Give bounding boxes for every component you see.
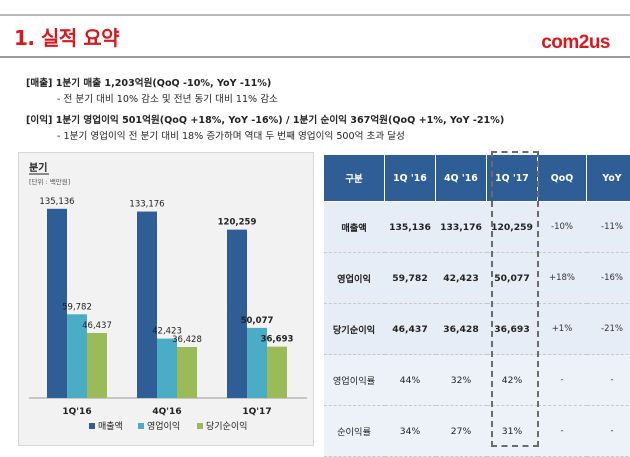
table-header-cell: 4Q '16 (436, 155, 487, 202)
table-cell: - (587, 406, 630, 457)
quarterly-chart-panel: 분기 [단위 : 백만원] 135,136 59,782 46,437 1Q'16 133,… (18, 152, 314, 446)
row-label: 매출액 (324, 202, 385, 253)
table-cell: 135,136 (385, 202, 436, 253)
bar-매출액-4Q'16 (137, 212, 157, 398)
legend-label-당기순이익: 당기순이익 (206, 420, 247, 432)
table-cell: -10% (538, 202, 587, 253)
data-label-영업이익-1Q'16: 59,782 (62, 302, 92, 312)
summary-section: [매출] 1분기 매출 1,203억원(QoQ -10%, YoY -11%) … (26, 76, 616, 150)
table-cell: 59,782 (385, 253, 436, 304)
quarterly-bar-chart: 분기 [단위 : 백만원] 135,136 59,782 46,437 1Q'16 133,… (19, 153, 315, 447)
revenue-summary-detail: - 전 분기 대비 10% 감소 및 전년 동기 대비 11% 감소 (26, 92, 616, 108)
table-header-cell: QoQ (538, 155, 587, 202)
data-label-당기순이익-1Q'16: 46,437 (82, 321, 112, 331)
legend-swatch-매출액 (89, 423, 95, 429)
data-label-매출액-4Q'16: 133,176 (129, 200, 164, 210)
legend-label-매출액: 매출액 (98, 420, 123, 432)
profit-summary-detail: - 1분기 영업이익 전 분기 대비 18% 증가하며 역대 두 번째 영업이익… (26, 129, 616, 145)
bar-당기순이익-1Q'17 (267, 347, 287, 398)
table-cell: 27% (436, 406, 487, 457)
row-label: 영업이익 (324, 253, 385, 304)
chart-title: 분기 (29, 161, 47, 174)
row-label: 순이익률 (324, 406, 385, 457)
table-cell: 120,259 (487, 202, 538, 253)
revenue-summary-heading: [매출] 1분기 매출 1,203억원(QoQ -10%, YoY -11%) (26, 76, 616, 92)
data-label-매출액-1Q'16: 135,136 (39, 197, 74, 207)
row-label: 영업이익률 (324, 355, 385, 406)
table-cell: 42,423 (436, 253, 487, 304)
x-tick-label: 1Q'16 (62, 407, 91, 417)
row-label: 당기순이익 (324, 304, 385, 355)
data-label-매출액-1Q'17: 120,259 (218, 218, 257, 228)
profit-summary-heading: [이익] 1분기 영업이익 501억원(QoQ +18%, YoY -16%) … (26, 113, 616, 129)
table-cell: 42% (487, 355, 538, 406)
company-logo: com2us (541, 32, 610, 54)
table-cell: 32% (436, 355, 487, 406)
bar-매출액-1Q'17 (227, 230, 247, 398)
table-cell: 50,077 (487, 253, 538, 304)
table-cell: +1% (538, 304, 587, 355)
table-cell: -11% (587, 202, 630, 253)
table-header-cell: YoY (587, 155, 630, 202)
data-label-영업이익-1Q'17: 50,077 (241, 316, 274, 326)
table-cell: -21% (587, 304, 630, 355)
chart-unit-label: [단위 : 백만원] (29, 177, 70, 186)
bar-영업이익-4Q'16 (157, 339, 177, 398)
bar-당기순이익-4Q'16 (177, 347, 197, 398)
table-cell: - (538, 406, 587, 457)
table-header-cell: 구분 (324, 155, 385, 202)
table-cell: 36,428 (436, 304, 487, 355)
table-cell: -16% (587, 253, 630, 304)
table-header-cell: 1Q '17 (487, 155, 538, 202)
table-cell: - (538, 355, 587, 406)
page-title: 1. 실적 요약 (14, 22, 119, 51)
table-cell: +18% (538, 253, 587, 304)
data-label-당기순이익-4Q'16: 36,428 (172, 335, 202, 345)
table-cell: 46,437 (385, 304, 436, 355)
x-tick-label: 4Q'16 (152, 407, 181, 417)
legend-label-영업이익: 영업이익 (147, 420, 180, 432)
table-header-cell: 1Q '16 (385, 155, 436, 202)
x-tick-label: 1Q'17 (242, 407, 271, 417)
table-cell: 34% (385, 406, 436, 457)
table-cell: - (587, 355, 630, 406)
table-cell: 44% (385, 355, 436, 406)
table-cell: 36,693 (487, 304, 538, 355)
table-cell: 133,176 (436, 202, 487, 253)
data-label-당기순이익-1Q'17: 36,693 (261, 335, 294, 345)
title-divider (0, 56, 630, 58)
legend-swatch-당기순이익 (197, 423, 203, 429)
legend-swatch-영업이익 (138, 423, 144, 429)
bar-당기순이익-1Q'16 (87, 333, 107, 398)
top-rule (0, 14, 630, 16)
table-cell: 31% (487, 406, 538, 457)
